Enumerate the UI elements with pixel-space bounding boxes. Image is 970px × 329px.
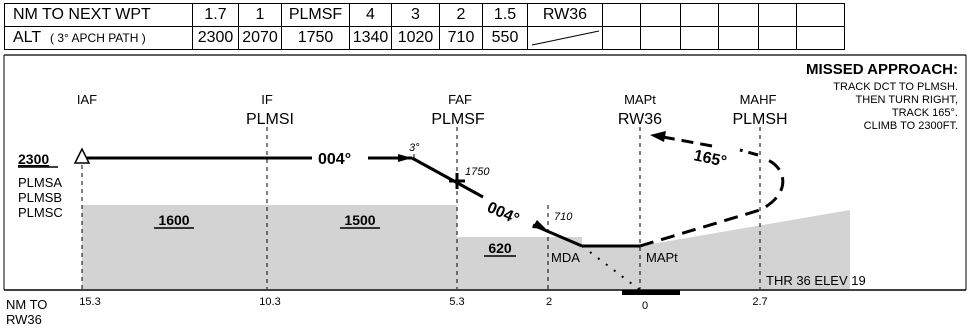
table-cell: 1020 xyxy=(391,26,440,50)
axis-label-line: RW36 xyxy=(6,312,42,327)
mapt-label: MAPt xyxy=(646,250,678,265)
table-cell: 1.7 xyxy=(192,3,239,27)
iaf-triangle-icon xyxy=(73,147,91,164)
initial-track-label: 004° xyxy=(318,151,351,168)
step-altitude-label: 710 xyxy=(554,211,573,223)
threshold-elevation-label: THR 36 ELEV 19 xyxy=(766,273,866,288)
missed-approach-line: TRACK 165°. xyxy=(892,107,958,119)
table-cell: RW36 xyxy=(527,3,603,27)
table-cell-empty xyxy=(680,26,719,50)
missed-approach-line: THEN TURN RIGHT, xyxy=(856,94,958,106)
table-cell-diagonal xyxy=(527,26,603,50)
axis-tick-label: 2 xyxy=(546,296,552,308)
table-row-altitude: ALT ( 3° APCH PATH ) 2300 2070 1750 1340… xyxy=(4,26,845,50)
fix-label-plmsa: PLMSA xyxy=(18,175,62,190)
missed-approach-line: CLIMB TO 2300FT. xyxy=(864,120,958,132)
axis-tick-label: 15.3 xyxy=(79,296,100,308)
table-cell: 4 xyxy=(349,3,392,27)
missed-track-label: 165° xyxy=(692,147,728,171)
if-name-label: PLMSI xyxy=(246,111,294,128)
missed-approach-path xyxy=(639,158,785,248)
row-label-distance: NM TO NEXT WPT xyxy=(4,3,193,27)
arrow-icon xyxy=(532,220,546,229)
mahf-type-label: MAHF xyxy=(740,92,777,107)
table-cell: 550 xyxy=(482,26,528,50)
axis-label-line: NM TO xyxy=(6,297,47,312)
missed-approach-title: MISSED APPROACH: xyxy=(806,61,958,78)
msa-value: 620 xyxy=(488,240,512,256)
table-cell-empty xyxy=(718,3,759,27)
missed-approach-line: TRACK DCT TO PLMSH. xyxy=(833,81,958,93)
alt-label: ALT xyxy=(13,29,42,46)
table-cell: 3 xyxy=(391,3,440,27)
msa-area-1 xyxy=(82,205,457,289)
runway-bar xyxy=(622,290,680,295)
faf-name-label: PLMSF xyxy=(431,111,485,128)
visual-segment xyxy=(581,245,641,291)
faf-cross-icon xyxy=(449,173,465,189)
diagonal-line-icon xyxy=(531,30,600,46)
final-track-label: 004° xyxy=(484,199,521,228)
distance-altitude-table: NM TO NEXT WPT 1.7 1 PLMSF 4 3 2 1.5 RW3… xyxy=(4,3,845,50)
fix-label-plmsb: PLMSB xyxy=(18,190,62,205)
axis-tick-label: 10.3 xyxy=(259,296,280,308)
final-segment-1 xyxy=(411,156,484,199)
missed-approach-path-3 xyxy=(662,135,713,148)
table-cell-empty xyxy=(602,26,641,50)
table-cell: 1340 xyxy=(349,26,392,50)
table-cell: 710 xyxy=(439,26,483,50)
table-cell: 2300 xyxy=(192,26,239,50)
alt-label-note: ( 3° APCH PATH ) xyxy=(50,31,146,45)
if-type-label: IF xyxy=(261,92,273,107)
table-cell: 1.5 xyxy=(482,3,528,27)
mapt-name-label: RW36 xyxy=(618,111,662,128)
fix-label-plmsc: PLMSC xyxy=(18,205,63,220)
mapt-type-label: MAPt xyxy=(624,92,656,107)
msa-value: 1500 xyxy=(344,212,375,228)
arrow-icon xyxy=(398,154,412,162)
table-cell-empty xyxy=(796,26,845,50)
faf-altitude-label: 1750 xyxy=(465,166,490,178)
faf-type-label: FAF xyxy=(448,92,472,107)
axis-tick-label: 2.7 xyxy=(752,296,767,308)
msa-area-2 xyxy=(457,237,582,289)
axis-tick-label: 5.3 xyxy=(449,296,464,308)
initial-altitude-label: 2300 xyxy=(18,151,49,167)
iaf-label: IAF xyxy=(77,92,97,107)
missed-approach-path-2 xyxy=(739,148,759,157)
row-label-altitude: ALT ( 3° APCH PATH ) xyxy=(4,26,193,50)
table-cell-empty xyxy=(758,26,797,50)
axis-tick-label: 0 xyxy=(642,300,648,312)
table-row-distance: NM TO NEXT WPT 1.7 1 PLMSF 4 3 2 1.5 RW3… xyxy=(4,3,845,27)
runway-area xyxy=(582,210,850,289)
glidepath-angle-label: 3° xyxy=(409,142,420,154)
mahf-name-label: PLMSH xyxy=(732,111,787,128)
arrow-icon xyxy=(650,131,666,142)
msa-value: 1600 xyxy=(158,212,189,228)
mda-label: MDA xyxy=(551,250,580,265)
